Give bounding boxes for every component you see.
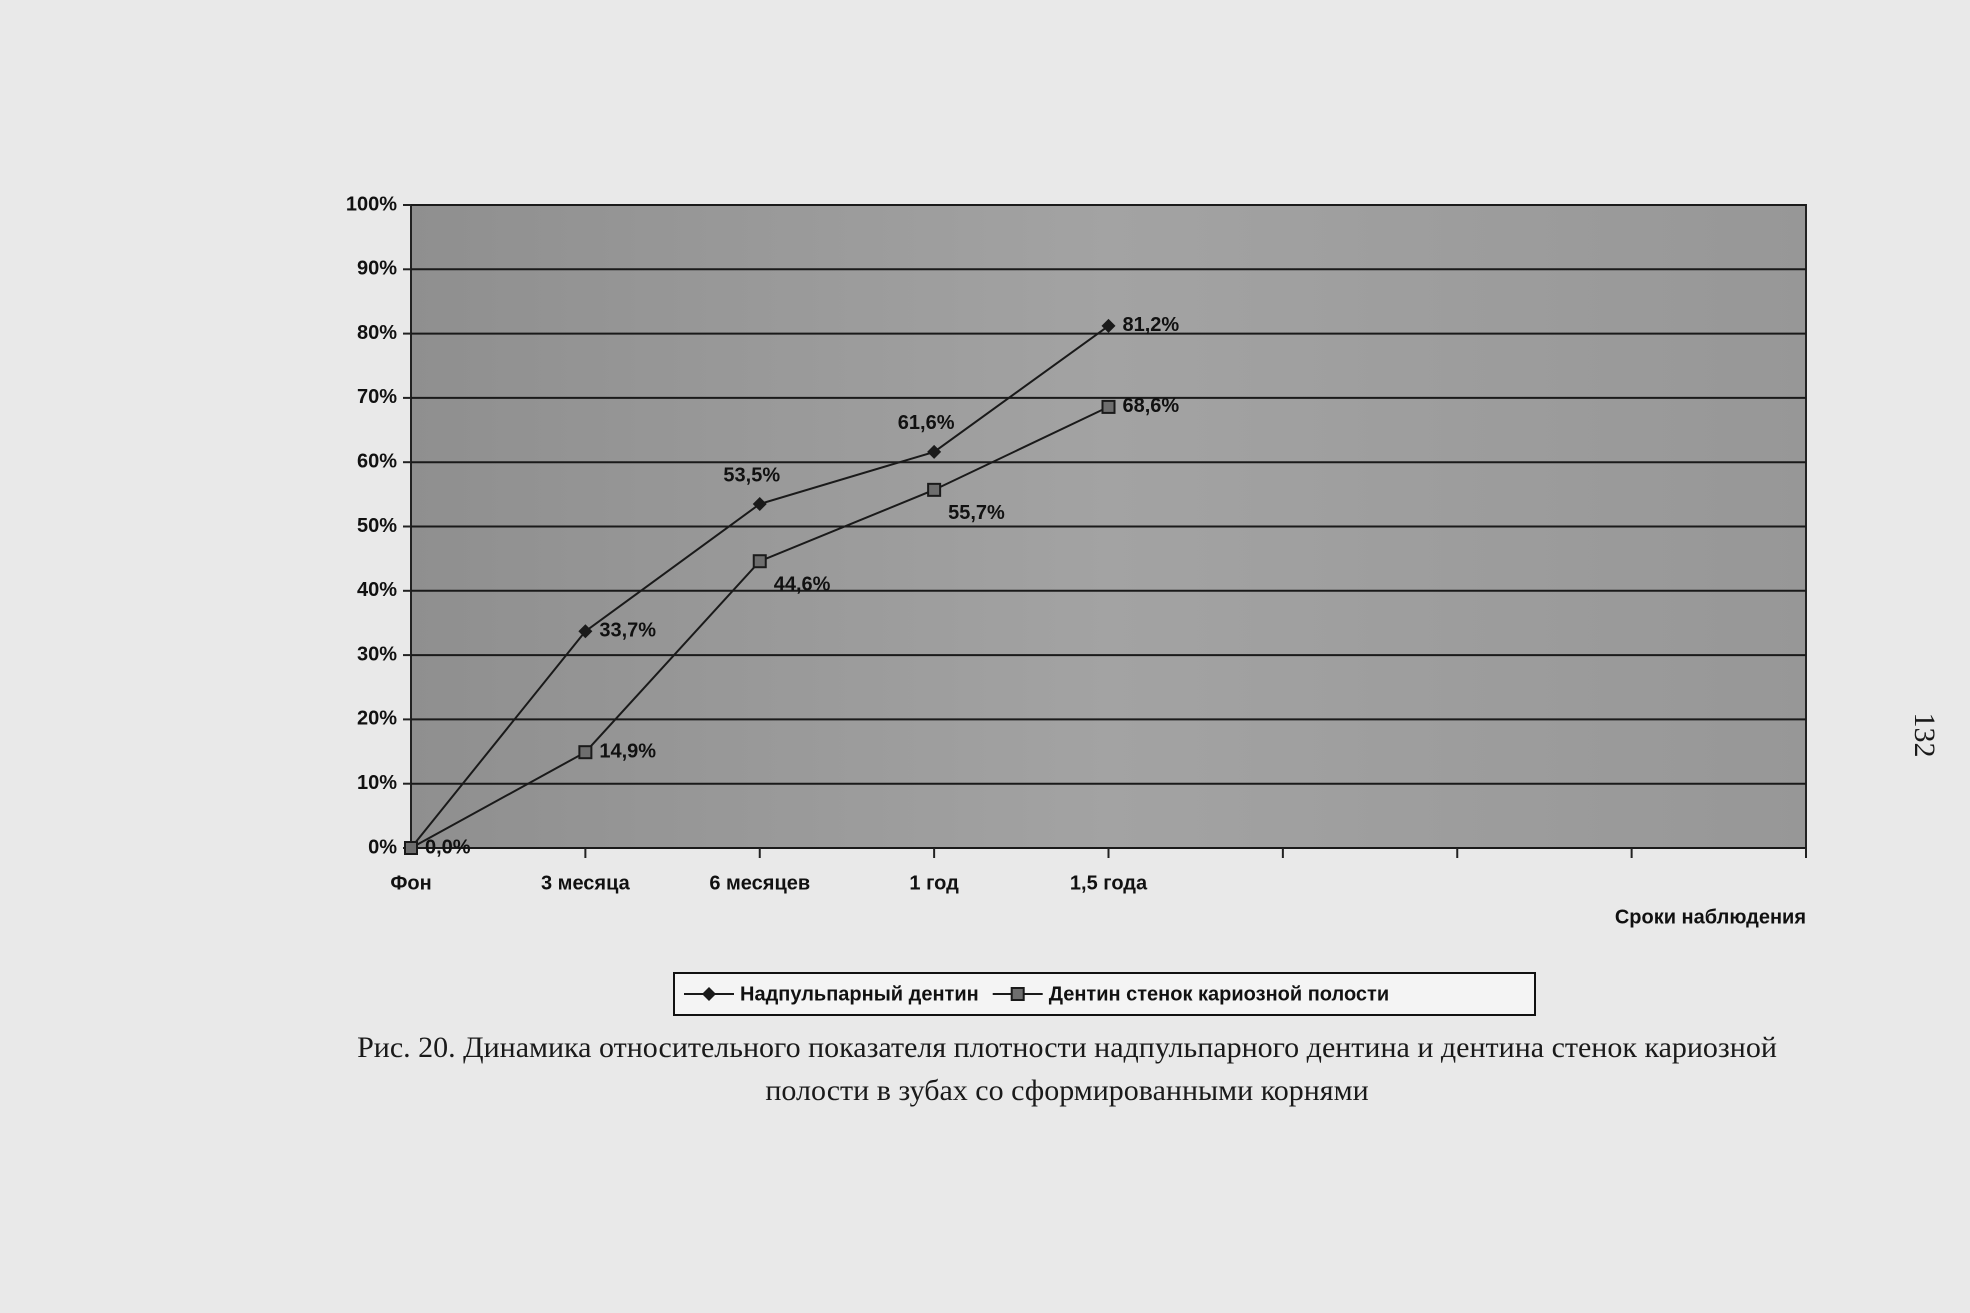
point xyxy=(404,841,418,855)
x-tick-label: Фон xyxy=(390,872,431,894)
data-label: 68,6% xyxy=(1123,395,1180,417)
data-label: 55,7% xyxy=(948,502,1005,524)
x-tick-label: 3 месяца xyxy=(541,872,631,894)
x-tick-label: 1,5 года xyxy=(1070,872,1148,894)
page-number: 132 xyxy=(1908,713,1941,758)
caption-line: полости в зубах со сформированными корня… xyxy=(765,1074,1368,1107)
point xyxy=(578,624,593,639)
point xyxy=(752,496,767,511)
legend-box xyxy=(673,972,1536,1016)
x-tick-label: 6 месяцев xyxy=(709,872,810,894)
legend-label: Надпульпарный дентин xyxy=(740,983,979,1005)
point xyxy=(578,745,593,760)
y-tick-label: 30% xyxy=(357,643,397,665)
x-tick-label: 1 год xyxy=(909,872,959,894)
point xyxy=(1010,987,1025,1001)
y-tick-label: 100% xyxy=(346,193,397,215)
point xyxy=(1101,318,1116,333)
y-tick-label: 50% xyxy=(357,515,397,537)
y-tick-label: 80% xyxy=(357,322,397,344)
y-tick-label: 90% xyxy=(357,258,397,280)
point xyxy=(1101,399,1116,414)
point xyxy=(752,554,767,569)
y-tick-label: 10% xyxy=(357,772,397,794)
data-label: 0,0% xyxy=(425,836,471,858)
data-label: 44,6% xyxy=(774,574,831,596)
y-tick-label: 60% xyxy=(357,450,397,472)
point xyxy=(927,482,942,497)
y-tick-label: 0% xyxy=(368,836,397,858)
point xyxy=(702,987,716,1001)
caption-line: Рис. 20. Динамика относительного показат… xyxy=(357,1031,1777,1064)
legend-label: Дентин стенок кариозной полости xyxy=(1049,983,1389,1005)
point xyxy=(927,444,942,459)
data-label: 53,5% xyxy=(723,464,780,486)
x-axis-label: Сроки наблюдения xyxy=(1615,906,1806,928)
data-label: 33,7% xyxy=(599,620,656,642)
y-tick-label: 70% xyxy=(357,386,397,408)
data-label: 14,9% xyxy=(599,740,656,762)
data-label: 81,2% xyxy=(1123,314,1180,336)
data-label: 61,6% xyxy=(898,412,955,434)
y-tick-label: 40% xyxy=(357,579,397,601)
y-tick-label: 20% xyxy=(357,708,397,730)
